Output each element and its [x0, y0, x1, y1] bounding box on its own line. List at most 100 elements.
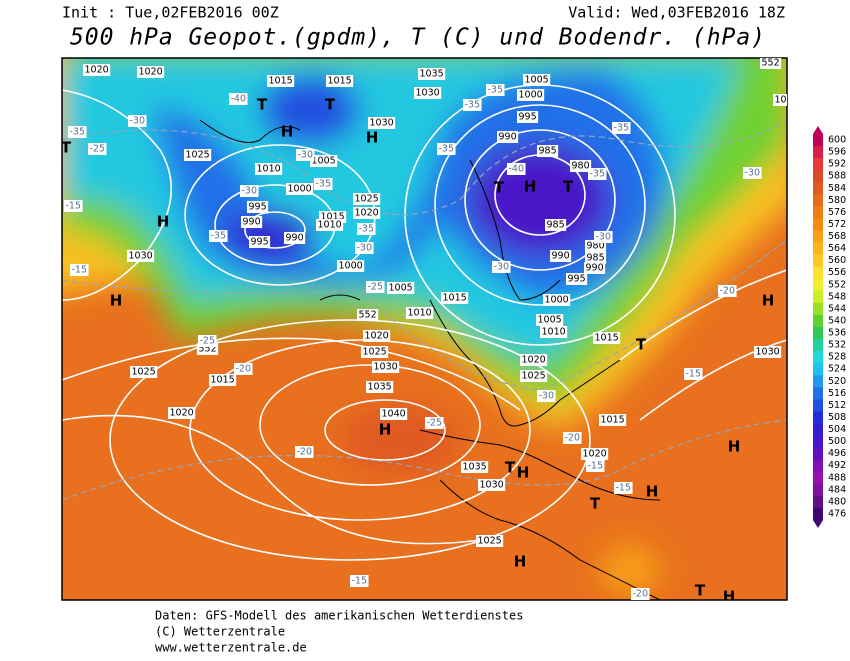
temperature-label-box: [537, 390, 556, 402]
isobar-label-box: [520, 354, 548, 366]
temperature-label: -35: [439, 144, 455, 155]
colorbar-label: 504: [828, 424, 846, 435]
isotherms: [62, 119, 787, 501]
isobar-label: 995: [519, 112, 537, 123]
colorbar-label: 552: [828, 279, 846, 290]
isobar-label-box: [584, 262, 606, 274]
temperature-label-box: [357, 223, 376, 235]
footer-line: Daten: GFS-Modell des amerikanischen Wet…: [155, 609, 523, 623]
colorbar-label: 532: [828, 340, 846, 351]
footer-line: (C) Wetterzentrale: [155, 625, 285, 639]
isobar-label-box: [127, 250, 155, 262]
isobar-label: 985: [547, 220, 565, 231]
isobar-label: 1030: [416, 88, 440, 99]
isobar-label: 1030: [374, 362, 398, 373]
isobar-label: 1015: [443, 293, 467, 304]
temperature-label: -35: [70, 127, 86, 138]
colorbar-label: 520: [828, 376, 846, 387]
isobar-label-box: [406, 307, 434, 319]
isobar-label: 1035: [420, 69, 444, 80]
temperature-label-box: [229, 93, 248, 105]
isobar-label: 1005: [538, 315, 562, 326]
isobar-label-box: [380, 408, 408, 420]
isobar-label: 985: [587, 253, 605, 264]
temperature-label: -35: [590, 169, 606, 180]
isobar-label-box: [255, 163, 283, 175]
pressure-center: H: [379, 421, 392, 439]
temperature-label-box: [492, 261, 511, 273]
isobar-label-box: [566, 273, 588, 285]
isobar-label: 1020: [522, 355, 546, 366]
isobar-label-box: [326, 75, 354, 87]
temperature-label-box: [743, 167, 762, 179]
isobar-label: 1035: [368, 382, 392, 393]
colorbar-band: [813, 363, 823, 376]
temperature-label: -15: [686, 369, 702, 380]
colorbar-band: [813, 194, 823, 207]
colorbar-band: [813, 435, 823, 449]
colorbar-label: 512: [828, 400, 846, 411]
isobar-label-box: [353, 193, 381, 205]
temperature-label: -15: [588, 461, 604, 472]
isobar-label-box: [249, 236, 271, 248]
isobar-label-box: [168, 407, 196, 419]
temperature-label-box: [296, 149, 315, 161]
temperature-label-box: [507, 163, 526, 175]
isobar-label-box: [387, 282, 415, 294]
pressure-center: T: [695, 582, 706, 600]
temperature-label-box: [366, 281, 385, 293]
isobar-label: 1030: [480, 480, 504, 491]
colorbar-label: 592: [828, 159, 846, 170]
isobar-label-box: [353, 207, 381, 219]
isobar-label: 1020: [355, 208, 379, 219]
isobar-label: 1025: [132, 367, 156, 378]
isobar-label-box: [130, 366, 158, 378]
temperature-label: -20: [236, 364, 252, 375]
colorbar-label: 500: [828, 436, 846, 447]
colorbar-band: [813, 158, 823, 171]
colorbar-band: [813, 146, 823, 159]
footer-line: www.wetterzentrale.de: [155, 641, 307, 655]
temperature-label: -35: [614, 123, 630, 134]
isobar-label: 1035: [775, 95, 799, 106]
isobar-label-box: [536, 314, 564, 326]
temperature-label-box: [64, 200, 83, 212]
isobar-label: 1015: [211, 375, 235, 386]
colorbar-band: [813, 206, 823, 219]
colorbar-band: [813, 447, 823, 461]
pressure-center: T: [494, 179, 505, 197]
colorbar-band: [813, 411, 823, 425]
temperature-label: -35: [359, 224, 375, 235]
temperature-label-box: [68, 126, 87, 138]
isobar-label-box: [310, 155, 338, 167]
isobar-label-box: [523, 74, 551, 86]
temperature-label-box: [314, 178, 333, 190]
colorbar-band: [813, 495, 823, 509]
map-title: 500 hPa Geopot.(gpdm), T (C) und Bodendr…: [70, 25, 765, 51]
isobar-label: 1005: [389, 283, 413, 294]
colorbar-label: 508: [828, 412, 846, 423]
isobar-label-box: [599, 414, 627, 426]
colorbar-band: [813, 339, 823, 352]
colorbar-label: 496: [828, 448, 846, 459]
temperature-label: -25: [368, 282, 384, 293]
temperature-label: -30: [242, 186, 258, 197]
isobar-label: 1010: [542, 327, 566, 338]
isobar-label-box: [760, 58, 782, 69]
isobar-label-box: [368, 117, 396, 129]
isobar-label: 1030: [370, 118, 394, 129]
isobar-label-box: [209, 374, 237, 386]
colorbar-band: [813, 266, 823, 280]
isobar-label-box: [537, 145, 559, 157]
isobar-label: 1000: [288, 184, 312, 195]
pressure-center: H: [110, 292, 123, 310]
pressure-center: T: [590, 495, 601, 513]
temperature-label-box: [128, 115, 147, 127]
coastlines: [199, 119, 661, 600]
isobar-label: 1015: [269, 76, 293, 87]
isobar-label: 1015: [601, 415, 625, 426]
temperature-label: -40: [231, 94, 247, 105]
colorbar-label: 476: [828, 509, 846, 520]
init-time: Init : Tue,02FEB2016 00Z: [62, 4, 279, 22]
isobar-label: 1025: [522, 371, 546, 382]
